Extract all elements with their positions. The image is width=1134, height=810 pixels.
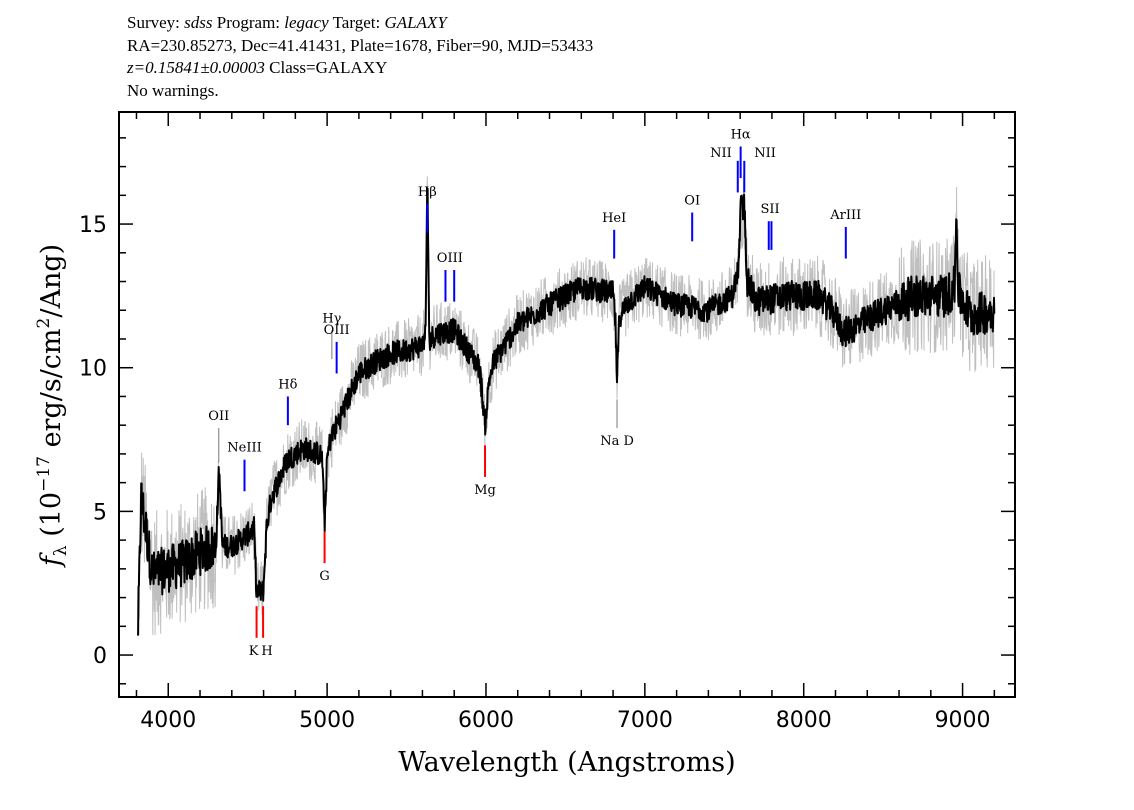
line-marker-label: OI — [684, 194, 700, 209]
program-value: legacy — [284, 13, 329, 32]
y-axis-label: fλ (10−17 erg/s/cm2/Ang) — [34, 244, 71, 568]
header-line-warnings: No warnings. — [127, 80, 219, 100]
noise-band — [137, 174, 995, 636]
line-marker-label: NeIII — [227, 441, 261, 456]
survey-value: sdss — [184, 13, 213, 32]
line-marker-label: OII — [208, 409, 229, 424]
axis-ticks: 4000 5000 6000 7000 8000 9000 0 5 10 15 — [79, 112, 1015, 733]
line-marker-label: SII — [761, 202, 780, 217]
class-value: Class=GALAXY — [269, 58, 388, 77]
plot-frame — [118, 111, 1016, 698]
line-marker-label: Hα — [731, 127, 751, 142]
target-value: GALAXY — [384, 13, 447, 32]
program-label: Program: — [216, 13, 281, 32]
line-marker-label: HeI — [602, 211, 626, 226]
line-marker-label: OIII — [437, 251, 463, 266]
line-marker-label: K — [249, 644, 259, 659]
line-marker-label: OIII — [324, 323, 350, 338]
line-marker-label: H — [261, 644, 272, 659]
spectrum-header: Survey: sdss Program: legacy Target: GAL… — [127, 12, 593, 102]
x-tick-label: 7000 — [617, 708, 673, 733]
y-tick-label: 0 — [93, 644, 107, 669]
redshift-value: z=0.15841±0.00003 — [127, 58, 265, 77]
x-tick-label: 9000 — [935, 708, 991, 733]
line-marker-label: NII — [754, 146, 776, 161]
line-marker-label: Na D — [600, 434, 634, 449]
y-tick-label: 10 — [79, 357, 107, 382]
line-marker-label: Mg — [474, 483, 496, 498]
x-tick-label: 5000 — [299, 708, 355, 733]
header-line-coordinates: RA=230.85273, Dec=41.41431, Plate=1678, … — [127, 35, 594, 55]
y-tick-label: 15 — [79, 213, 107, 238]
line-marker-label: G — [319, 569, 329, 584]
x-axis-label: Wavelength (Angstroms) — [398, 747, 735, 778]
x-tick-label: 4000 — [140, 708, 196, 733]
line-marker-label: Hδ — [278, 377, 297, 392]
line-marker-label: NII — [710, 146, 732, 161]
target-label: Target: — [332, 13, 381, 32]
line-marker-label: Hβ — [418, 185, 437, 200]
noise-band-layer — [137, 174, 995, 636]
x-tick-label: 8000 — [776, 708, 832, 733]
header-line-survey: Survey: sdss Program: legacy Target: GAL… — [127, 12, 593, 35]
line-marker-label: ArIII — [829, 208, 861, 223]
flux-line — [137, 187, 996, 636]
y-tick-label: 5 — [93, 500, 107, 525]
survey-label: Survey: — [127, 13, 180, 32]
flux-layer — [137, 187, 996, 636]
header-line-redshift: z=0.15841±0.00003 Class=GALAXY — [127, 57, 593, 80]
x-tick-label: 6000 — [458, 708, 514, 733]
line-marker-label: Hγ — [322, 311, 341, 326]
